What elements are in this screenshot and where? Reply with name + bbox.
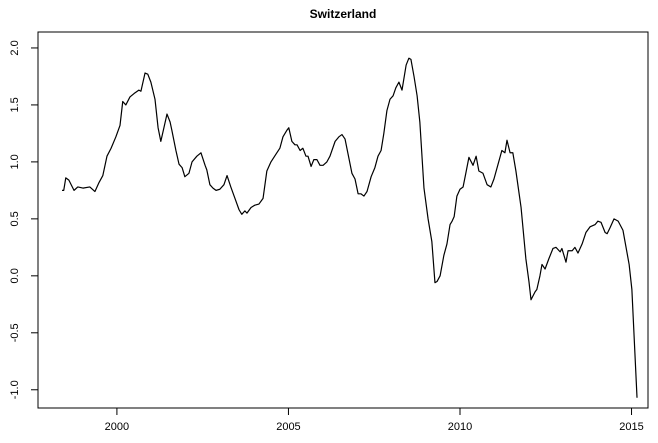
y-tick-label: 0.0 xyxy=(9,268,21,283)
y-tick-label: -0.5 xyxy=(9,323,21,342)
y-tick-label: 2.0 xyxy=(9,40,21,55)
y-tick-label: -1.0 xyxy=(9,380,21,399)
y-tick-label: 1.0 xyxy=(9,154,21,169)
plot-box xyxy=(37,31,649,409)
y-tick-label: 0.5 xyxy=(9,211,21,226)
x-tick-label: 2005 xyxy=(276,421,300,433)
chart-title: Switzerland xyxy=(310,7,377,21)
x-tick-label: 2015 xyxy=(619,421,643,433)
x-tick-label: 2010 xyxy=(448,421,472,433)
y-tick-label: 1.5 xyxy=(9,97,21,112)
data-line xyxy=(62,57,638,398)
x-tick-label: 2000 xyxy=(105,421,129,433)
